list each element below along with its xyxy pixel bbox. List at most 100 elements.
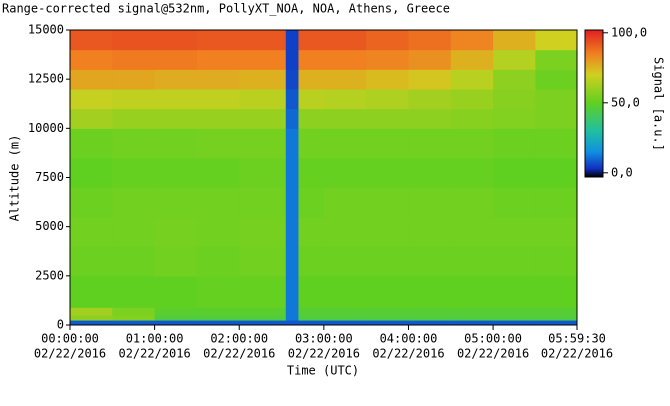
heatmap-cell — [112, 275, 156, 308]
heatmap-cell — [408, 157, 452, 188]
heatmap-cell — [493, 216, 536, 247]
colorbar-tick-label: 50,0 — [611, 95, 640, 109]
heatmap-cell — [196, 89, 240, 110]
heatmap-cell — [285, 30, 299, 51]
heatmap-cell — [323, 246, 367, 277]
heatmap-cell — [154, 30, 198, 51]
x-tick-date: 02/22/2016 — [457, 347, 529, 361]
heatmap-cell — [154, 128, 198, 159]
heatmap-cell — [239, 307, 287, 316]
heatmap-cell — [154, 307, 198, 316]
x-tick-label: 04:00:00 — [380, 332, 438, 346]
heatmap-cell — [535, 108, 578, 129]
heatmap-cell — [70, 216, 113, 247]
heatmap-cell — [285, 315, 299, 321]
heatmap-cell — [239, 315, 287, 321]
heatmap-cell — [493, 315, 536, 321]
heatmap-cell — [298, 187, 325, 218]
heatmap-cell — [535, 216, 578, 247]
heatmap-cell — [408, 69, 452, 90]
heatmap-cell — [239, 157, 287, 188]
heatmap-cell — [450, 216, 494, 247]
heatmap-cell — [366, 216, 409, 247]
heatmap-cell — [239, 246, 287, 277]
x-tick-label: 03:00:00 — [295, 332, 353, 346]
heatmap-cell — [70, 246, 113, 277]
heatmap-cell — [154, 275, 198, 308]
heatmap-cell — [535, 128, 578, 159]
heatmap-cell — [450, 307, 494, 316]
heatmap-cell — [323, 128, 367, 159]
heatmap-cell — [450, 69, 494, 90]
x-tick-label: 05:00:00 — [464, 332, 522, 346]
heatmap-cell — [285, 49, 299, 70]
heatmap-cell — [70, 30, 113, 51]
heatmap-cell — [112, 128, 156, 159]
heatmap-cell — [112, 216, 156, 247]
heatmap-cell — [535, 315, 578, 321]
heatmap-cell — [112, 108, 156, 129]
heatmap-cell — [285, 89, 299, 110]
heatmap-cell — [285, 69, 299, 90]
heatmap-cell — [450, 187, 494, 218]
heatmap-cell — [154, 49, 198, 70]
heatmap-cell — [493, 187, 536, 218]
heatmap-cell — [493, 89, 536, 110]
heatmap-cell — [493, 69, 536, 90]
heatmap-cell — [196, 307, 240, 316]
heatmap-cell — [239, 275, 287, 308]
heatmap-cell — [70, 320, 113, 326]
heatmap-cell — [112, 307, 156, 316]
heatmap-cell — [112, 157, 156, 188]
heatmap-cell — [493, 108, 536, 129]
heatmap-cell — [535, 320, 578, 326]
heatmap-cell — [285, 216, 299, 247]
heatmap-cell — [285, 320, 299, 326]
heatmap-cell — [196, 69, 240, 90]
heatmap-cell — [323, 275, 367, 308]
heatmap-cell — [535, 307, 578, 316]
heatmap-cell — [450, 128, 494, 159]
heatmap-cell — [323, 30, 367, 51]
heatmap-cell — [493, 307, 536, 316]
heatmap-cell — [366, 275, 409, 308]
colorbar-label: Signal [a.u.] — [652, 57, 666, 151]
heatmap-cell — [70, 315, 113, 321]
heatmap-cell — [450, 30, 494, 51]
heatmap-cell — [196, 315, 240, 321]
heatmap-cell — [298, 69, 325, 90]
heatmap-cell — [450, 275, 494, 308]
y-tick-label: 12500 — [28, 72, 64, 86]
x-tick-date: 02/22/2016 — [288, 347, 360, 361]
heatmap-cell — [239, 320, 287, 326]
heatmap-cell — [408, 187, 452, 218]
colorbar — [584, 29, 604, 178]
heatmap-cell — [323, 307, 367, 316]
heatmap-cell — [493, 30, 536, 51]
heatmap-cell — [285, 246, 299, 277]
heatmap-cell — [366, 49, 409, 70]
heatmap-cell — [285, 275, 299, 308]
heatmap-cell — [366, 69, 409, 90]
y-tick-label: 2500 — [35, 268, 64, 282]
heatmap-cell — [323, 108, 367, 129]
heatmap-cell — [285, 307, 299, 316]
heatmap-cell — [196, 246, 240, 277]
heatmap-cell — [239, 216, 287, 247]
heatmap-cell — [285, 157, 299, 188]
heatmap-cell — [154, 157, 198, 188]
heatmap-cell — [239, 89, 287, 110]
heatmap-cell — [450, 49, 494, 70]
heatmap-cell — [70, 275, 113, 308]
heatmap-cell — [535, 89, 578, 110]
heatmap-cell — [239, 108, 287, 129]
heatmap-cell — [535, 187, 578, 218]
heatmap-cell — [323, 320, 367, 326]
x-tick-date: 02/22/2016 — [372, 347, 444, 361]
heatmap-cell — [366, 89, 409, 110]
heatmap-cell — [535, 246, 578, 277]
heatmap-cell — [493, 275, 536, 308]
heatmap-cell — [298, 49, 325, 70]
heatmap-cell — [408, 89, 452, 110]
